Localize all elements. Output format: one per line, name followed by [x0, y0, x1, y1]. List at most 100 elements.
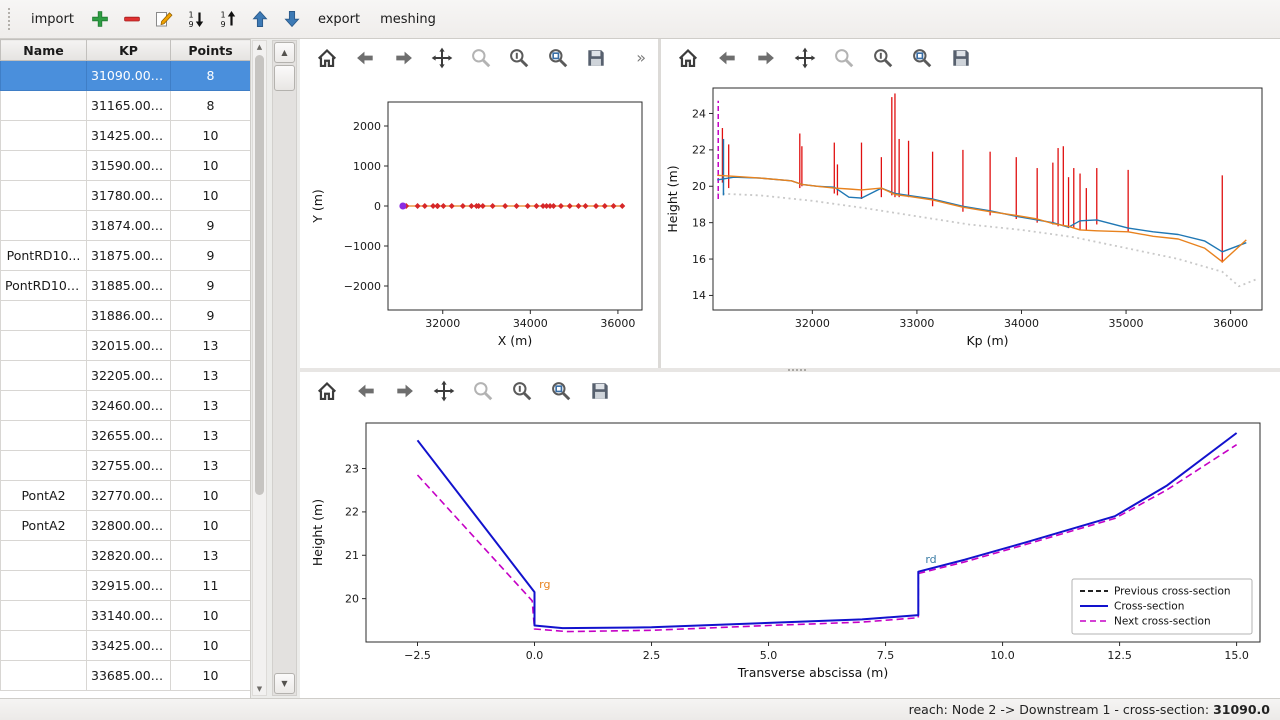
move-down-button[interactable]	[277, 6, 307, 32]
cell-name[interactable]	[0, 390, 87, 421]
cell-name[interactable]: PontRD101v	[0, 270, 87, 301]
cell-kp[interactable]: 32820.0000	[86, 540, 171, 571]
cell-name[interactable]	[0, 330, 87, 361]
cell-name[interactable]	[0, 120, 87, 151]
cell-points[interactable]: 8	[170, 90, 250, 121]
cell-kp[interactable]: 31886.0000	[86, 300, 171, 331]
home-button[interactable]	[312, 43, 342, 73]
zoom-button[interactable]	[468, 376, 498, 406]
cell-kp[interactable]: 31090.0000	[86, 60, 171, 91]
toolbar-handle[interactable]	[8, 8, 15, 30]
cell-points[interactable]: 10	[170, 600, 250, 631]
table-row[interactable]: 32915.0000 11	[0, 570, 250, 601]
table-row[interactable]: 32820.0000 13	[0, 540, 250, 571]
remove-cross-section-button[interactable]	[117, 6, 147, 32]
table-row[interactable]: PontA2 32770.0000 10	[0, 480, 250, 511]
save-figure-button[interactable]	[946, 43, 976, 73]
table-row[interactable]: 32655.0000 13	[0, 420, 250, 451]
home-button[interactable]	[673, 43, 703, 73]
save-figure-button[interactable]	[582, 43, 612, 73]
cell-points[interactable]: 9	[170, 270, 250, 301]
pan-button[interactable]	[428, 43, 458, 73]
cell-name[interactable]	[0, 630, 87, 661]
edit-cross-section-button[interactable]	[149, 6, 179, 32]
cell-points[interactable]: 13	[170, 420, 250, 451]
table-scrollbar-thumb[interactable]	[255, 55, 264, 495]
add-cross-section-button[interactable]	[85, 6, 115, 32]
back-button[interactable]	[351, 376, 381, 406]
cell-name[interactable]	[0, 420, 87, 451]
cell-kp[interactable]: 31425.0000	[86, 120, 171, 151]
cell-name[interactable]	[0, 300, 87, 331]
table-row[interactable]: 32460.0000 13	[0, 390, 250, 421]
cell-points[interactable]: 11	[170, 570, 250, 601]
column-header-name[interactable]: Name	[0, 39, 87, 61]
table-row[interactable]: 31780.0000 10	[0, 180, 250, 211]
cell-kp[interactable]: 32655.0000	[86, 420, 171, 451]
home-button[interactable]	[312, 376, 342, 406]
table-row[interactable]: 33140.0000 10	[0, 600, 250, 631]
zoom-to-rectangle-button[interactable]	[546, 376, 576, 406]
panel-scrollbar[interactable]: ▲ ▼	[272, 40, 297, 696]
cell-points[interactable]: 13	[170, 450, 250, 481]
panel-scrollbar-thumb[interactable]	[274, 65, 295, 91]
back-button[interactable]	[351, 43, 381, 73]
cell-kp[interactable]: 31780.0000	[86, 180, 171, 211]
cell-name[interactable]	[0, 180, 87, 211]
vertical-splitter[interactable]	[658, 39, 661, 368]
cell-kp[interactable]: 32915.0000	[86, 570, 171, 601]
cell-kp[interactable]: 32800.0000	[86, 510, 171, 541]
table-row[interactable]: 31874.0000 9	[0, 210, 250, 241]
table-row[interactable]: 31590.0000 10	[0, 150, 250, 181]
horizontal-splitter[interactable]	[300, 368, 1280, 372]
table-row[interactable]: 32205.0000 13	[0, 360, 250, 391]
pan-button[interactable]	[790, 43, 820, 73]
zoom-to-rectangle-button[interactable]	[543, 43, 573, 73]
cell-kp[interactable]: 33685.0000	[86, 660, 171, 691]
cell-name[interactable]	[0, 660, 87, 691]
table-row[interactable]: PontRD10... 31875.0000 9	[0, 240, 250, 271]
zoom-original-button[interactable]	[505, 43, 535, 73]
export-button[interactable]: export	[309, 7, 369, 32]
panel-scroll-down-button[interactable]: ▼	[274, 673, 295, 694]
cell-points[interactable]: 13	[170, 390, 250, 421]
forward-button[interactable]	[390, 376, 420, 406]
column-header-kp[interactable]: KP	[86, 39, 171, 61]
cell-points[interactable]: 10	[170, 510, 250, 541]
profile-view-canvas[interactable]: 32000 33000 34000 35000 36000 14 16 18 20 22 24 Kp …	[661, 76, 1280, 368]
cell-kp[interactable]: 33425.0000	[86, 630, 171, 661]
cell-points[interactable]: 9	[170, 240, 250, 271]
zoom-button[interactable]	[829, 43, 859, 73]
forward-button[interactable]	[751, 43, 781, 73]
cell-name[interactable]	[0, 360, 87, 391]
move-up-button[interactable]	[245, 6, 275, 32]
back-button[interactable]	[712, 43, 742, 73]
cell-kp[interactable]: 31874.0000	[86, 210, 171, 241]
cell-points[interactable]: 10	[170, 480, 250, 511]
zoom-original-button[interactable]	[868, 43, 898, 73]
cell-kp[interactable]: 32770.0000	[86, 480, 171, 511]
cell-points[interactable]: 10	[170, 150, 250, 181]
save-figure-button[interactable]	[585, 376, 615, 406]
table-row[interactable]: PontA2 32800.0000 10	[0, 510, 250, 541]
cell-points[interactable]: 13	[170, 540, 250, 571]
cell-kp[interactable]: 31590.0000	[86, 150, 171, 181]
cell-name[interactable]	[0, 450, 87, 481]
cell-points[interactable]: 9	[170, 210, 250, 241]
cell-name[interactable]: PontA2	[0, 510, 87, 541]
cell-points[interactable]: 13	[170, 330, 250, 361]
scroll-down-icon[interactable]: ▼	[256, 685, 263, 693]
cell-points[interactable]: 10	[170, 630, 250, 661]
cell-name[interactable]: PontRD10...	[0, 240, 87, 271]
import-button[interactable]: import	[22, 7, 83, 32]
zoom-button[interactable]	[466, 43, 496, 73]
cell-kp[interactable]: 31885.0000	[86, 270, 171, 301]
table-row[interactable]: PontRD101v 31885.0000 9	[0, 270, 250, 301]
toolbar-overflow-chevron[interactable]: »	[636, 48, 647, 67]
cell-points[interactable]: 10	[170, 120, 250, 151]
zoom-to-rectangle-button[interactable]	[907, 43, 937, 73]
table-row[interactable]: 32015.0000 13	[0, 330, 250, 361]
table-row[interactable]: 32755.0000 13	[0, 450, 250, 481]
